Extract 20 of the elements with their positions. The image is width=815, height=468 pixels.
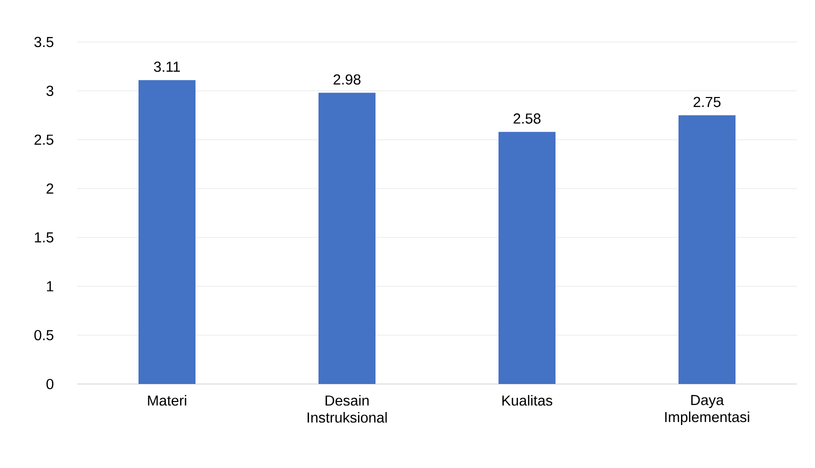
data-label: 3.11	[154, 62, 180, 72]
y-tick-label: 3.5	[34, 36, 54, 48]
y-tick-label: 0.5	[34, 330, 54, 340]
bar	[318, 92, 376, 384]
bar	[678, 115, 736, 384]
x-tick-label: Kualitas	[502, 395, 552, 406]
y-tick-label: 1	[47, 281, 54, 292]
x-tick-label: Materi	[148, 395, 186, 406]
data-label: 2.98	[334, 74, 360, 85]
y-tick-label: 2.5	[34, 134, 54, 145]
bar	[138, 80, 196, 384]
data-label: 2.75	[694, 96, 721, 108]
x-tick-label: Daya Implementasi	[665, 395, 750, 426]
data-label: 2.58	[514, 113, 540, 124]
x-tick-label: Desain Instruksional	[308, 395, 387, 423]
y-tick-label: 1.5	[34, 232, 54, 242]
y-tick-label: 0	[46, 378, 54, 390]
y-tick-label: 3	[46, 86, 54, 96]
y-tick-label: 2	[46, 184, 54, 194]
bar	[498, 132, 556, 384]
